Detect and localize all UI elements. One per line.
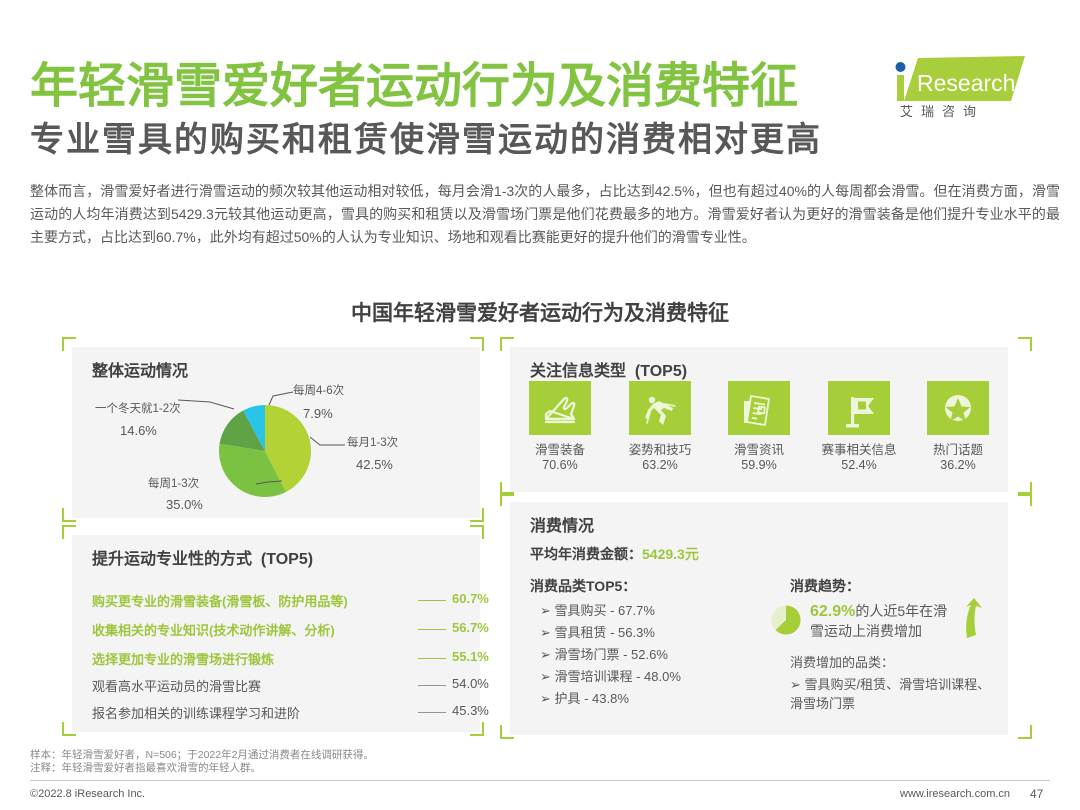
- svg-text:Research: Research: [917, 70, 1015, 96]
